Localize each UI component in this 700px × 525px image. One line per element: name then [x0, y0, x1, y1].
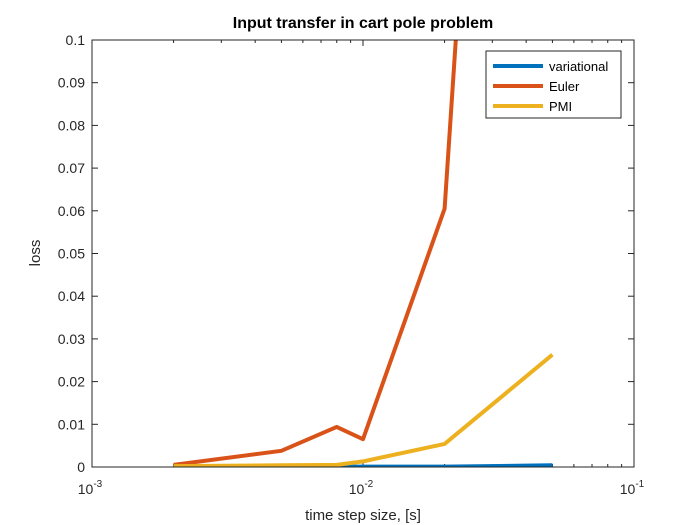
x-tick-label-exponent: -3	[93, 479, 102, 490]
x-tick-label-exponent: -2	[364, 479, 373, 490]
series-line-euler	[173, 40, 458, 467]
y-tick-label: 0.04	[58, 288, 85, 304]
y-axis-ticks: 0 0.01 0.02 0.03 0.04 0.05 0.06 0.07 0.08 0.09 0.1	[58, 32, 634, 475]
x-tick-label: 10-2	[349, 479, 374, 497]
legend-label-variational: variational	[549, 59, 608, 74]
y-tick-label: 0.05	[58, 246, 85, 262]
y-axis-label: loss	[27, 240, 44, 267]
x-tick-label-exponent: -1	[635, 479, 644, 490]
x-tick-label: 10-1	[620, 479, 645, 497]
y-tick-label: 0.1	[66, 32, 86, 48]
y-tick-label: 0	[77, 459, 85, 475]
x-axis-label: time step size, [s]	[305, 507, 421, 524]
legend: variational Euler PMI	[485, 50, 622, 119]
y-tick-label: 0.07	[58, 160, 85, 176]
y-tick-label: 0.06	[58, 203, 85, 219]
chart-title: Input transfer in cart pole problem	[233, 15, 493, 32]
x-tick-label-base: 10	[620, 481, 636, 497]
x-tick-label-base: 10	[349, 481, 365, 497]
plot-frame	[91, 39, 635, 468]
y-tick-label: 0.09	[58, 75, 85, 91]
legend-label-euler: Euler	[549, 79, 580, 94]
y-tick-label: 0.02	[58, 374, 85, 390]
x-tick-label: 10-3	[78, 479, 103, 497]
y-tick-label: 0.01	[58, 416, 85, 432]
series-line-pmi	[173, 353, 554, 467]
x-tick-label-base: 10	[78, 481, 94, 497]
legend-label-pmi: PMI	[549, 99, 572, 114]
y-tick-label: 0.08	[58, 117, 85, 133]
y-tick-label: 0.03	[58, 331, 85, 347]
